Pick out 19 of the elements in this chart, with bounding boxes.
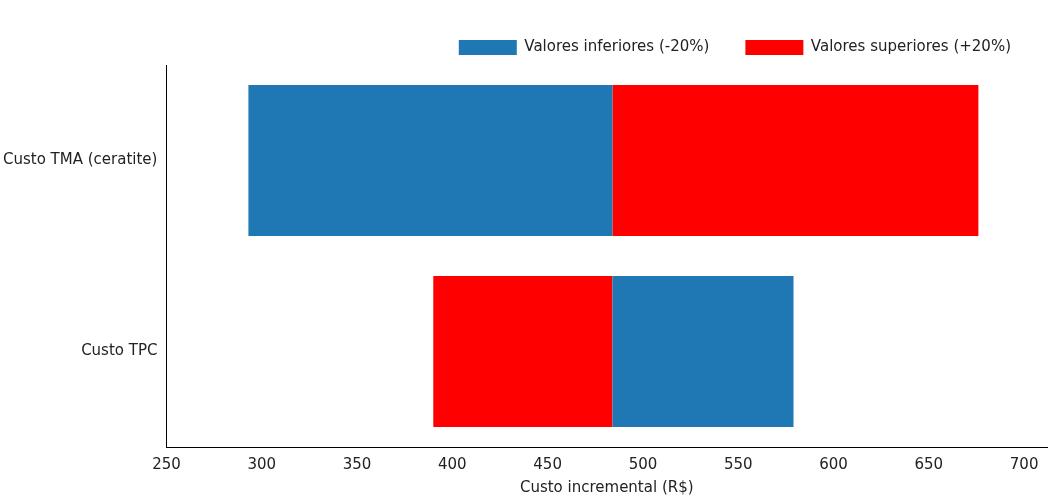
x-tick-label: 700 — [1009, 454, 1039, 473]
bar — [248, 85, 613, 236]
x-tick-label: 450 — [533, 454, 562, 473]
x-tick-label: 300 — [247, 454, 277, 473]
x-tick-label: 600 — [819, 454, 848, 473]
bar — [612, 85, 979, 236]
legend-label: Valores superiores (+20%) — [810, 37, 1012, 56]
bar — [612, 276, 794, 427]
x-tick-label: 400 — [438, 454, 467, 473]
x-axis-title: Custo incremental (R$) — [519, 477, 694, 496]
legend-label: Valores inferiores (-20%) — [524, 37, 710, 56]
x-tick-label: 550 — [723, 454, 753, 473]
x-tick-label: 650 — [914, 454, 944, 473]
y-tick-label: Custo TMA (ceratite) — [3, 150, 158, 169]
y-tick-label: Custo TPC — [81, 341, 158, 360]
x-tick-label: 500 — [628, 454, 658, 473]
x-tick-label: 250 — [152, 454, 181, 473]
x-tick-label: 350 — [342, 454, 372, 473]
bar — [433, 276, 613, 427]
